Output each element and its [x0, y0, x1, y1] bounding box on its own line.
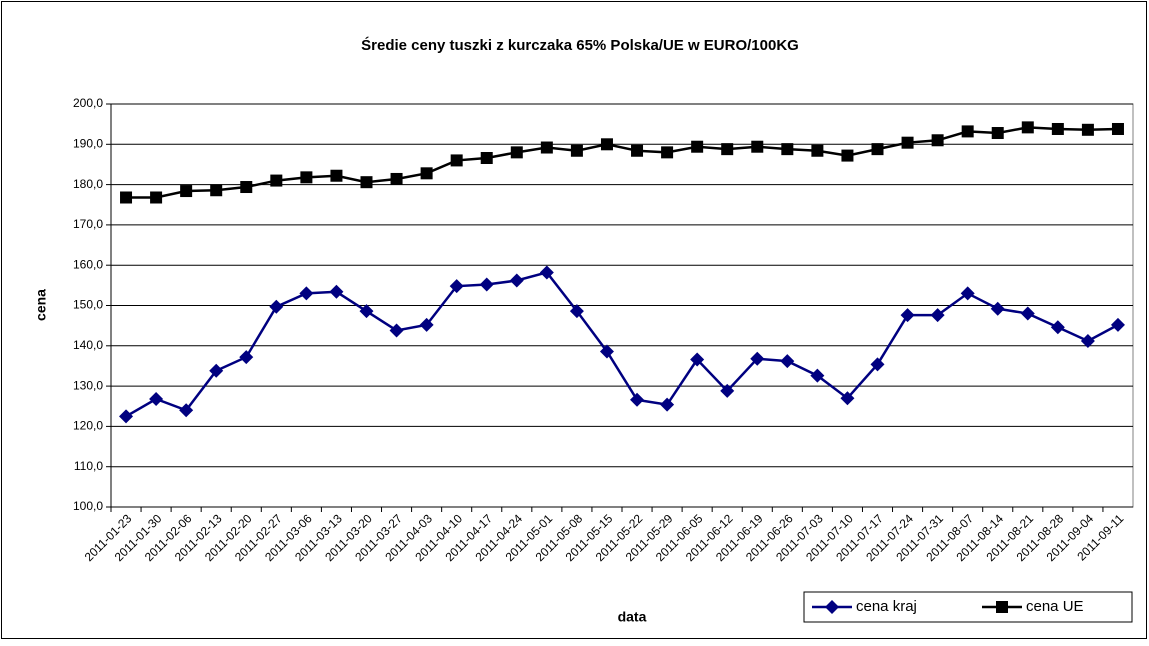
y-tick-label: 160,0: [73, 257, 103, 271]
y-tick-label: 130,0: [73, 378, 103, 392]
data-point: [721, 143, 734, 156]
data-point: [149, 391, 164, 406]
data-point: [480, 152, 493, 165]
data-point: [120, 191, 133, 204]
data-point: [751, 140, 764, 153]
data-point: [840, 391, 855, 406]
data-point: [1021, 121, 1034, 134]
data-point: [569, 304, 584, 319]
data-point: [359, 304, 374, 319]
data-point: [389, 323, 404, 338]
y-tick-label: 150,0: [73, 298, 103, 312]
data-point: [1050, 320, 1065, 335]
data-point: [270, 174, 283, 187]
data-point: [930, 308, 945, 323]
data-point: [900, 308, 915, 323]
data-point: [179, 403, 194, 418]
data-point: [991, 127, 1004, 140]
y-tick-label: 110,0: [74, 459, 103, 473]
data-point: [780, 354, 795, 369]
data-point: [299, 286, 314, 301]
data-point: [931, 134, 944, 147]
legend-label: cena UE: [1026, 598, 1084, 615]
y-tick-label: 200,0: [73, 96, 103, 110]
data-point: [479, 277, 494, 292]
data-point: [990, 301, 1005, 316]
data-point: [960, 286, 975, 301]
data-point: [210, 184, 223, 197]
data-point: [1110, 317, 1125, 332]
data-point: [600, 138, 613, 151]
data-point: [1020, 306, 1035, 321]
data-point: [360, 176, 373, 189]
legend-marker: [825, 600, 839, 614]
y-axis-title: cena: [33, 289, 49, 321]
data-point: [510, 146, 523, 159]
x-axis-title: data: [618, 609, 647, 625]
legend-box: [803, 591, 1133, 623]
data-point: [661, 146, 674, 159]
data-point: [750, 351, 765, 366]
data-point: [419, 317, 434, 332]
data-point: [660, 397, 675, 412]
y-tick-label: 140,0: [73, 338, 103, 352]
data-point: [599, 344, 614, 359]
chart-title: Średie ceny tuszki z kurczaka 65% Polska…: [361, 36, 799, 54]
data-point: [329, 284, 344, 299]
data-point: [1081, 123, 1094, 136]
data-point: [450, 154, 463, 167]
data-point: [119, 409, 134, 424]
data-point: [540, 141, 553, 154]
series-line: [125, 271, 1119, 418]
data-point: [330, 169, 343, 182]
data-point: [1051, 122, 1064, 135]
data-point: [630, 392, 645, 407]
data-point: [841, 149, 854, 162]
data-point: [811, 144, 824, 157]
data-point: [570, 144, 583, 157]
y-tick-label: 180,0: [73, 177, 103, 191]
data-point: [870, 357, 885, 372]
data-point: [209, 363, 224, 378]
data-point: [690, 352, 705, 367]
y-tick-label: 100,0: [73, 499, 103, 513]
data-point: [390, 172, 403, 185]
data-point: [240, 181, 253, 194]
data-point: [180, 185, 193, 198]
data-point: [781, 143, 794, 156]
legend-marker: [996, 601, 1008, 613]
data-point: [1080, 333, 1095, 348]
data-point: [871, 143, 884, 156]
y-tick-label: 190,0: [73, 136, 103, 150]
data-point: [901, 136, 914, 149]
y-tick-label: 120,0: [73, 419, 103, 433]
data-point: [269, 299, 284, 314]
data-point: [631, 144, 644, 157]
data-point: [300, 171, 313, 184]
y-tick-label: 170,0: [73, 217, 103, 231]
data-point: [539, 265, 554, 280]
data-point: [239, 350, 254, 365]
data-point: [449, 279, 464, 294]
data-point: [509, 273, 524, 288]
data-point: [420, 167, 433, 180]
data-point: [720, 383, 735, 398]
data-point: [810, 368, 825, 383]
data-point: [691, 140, 704, 153]
data-point: [961, 125, 974, 138]
data-point: [1111, 122, 1124, 135]
data-point: [150, 191, 163, 204]
legend-label: cena kraj: [856, 598, 917, 615]
series-line: [126, 126, 1119, 199]
